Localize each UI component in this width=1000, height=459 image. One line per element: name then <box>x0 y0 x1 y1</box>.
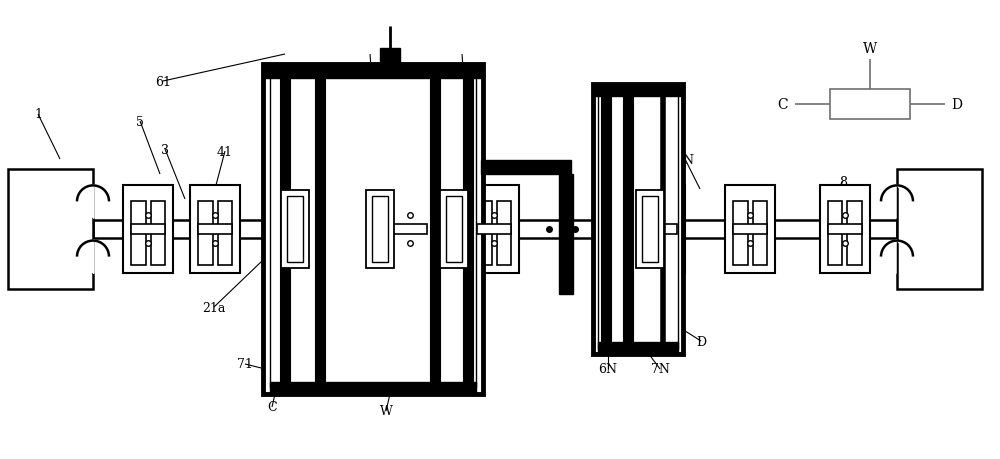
Bar <box>446 196 462 263</box>
Text: 3: 3 <box>161 143 169 156</box>
Bar <box>287 196 303 263</box>
Polygon shape <box>881 240 913 274</box>
Bar <box>372 196 388 263</box>
Bar <box>131 225 165 234</box>
Text: 1: 1 <box>34 108 42 121</box>
Text: 42: 42 <box>380 146 396 159</box>
Text: 2Na: 2Na <box>601 301 627 314</box>
Bar <box>198 202 213 265</box>
Polygon shape <box>881 185 913 219</box>
Bar <box>753 202 767 265</box>
Bar <box>828 225 862 234</box>
Bar <box>263 65 483 79</box>
Text: 8: 8 <box>839 175 847 188</box>
Bar <box>643 202 658 265</box>
Bar <box>477 202 492 265</box>
Text: 62: 62 <box>364 75 380 88</box>
Bar <box>598 342 678 354</box>
Text: D: D <box>696 335 706 348</box>
Bar <box>733 225 767 234</box>
Bar <box>281 190 309 269</box>
Bar <box>593 85 683 354</box>
Bar <box>469 185 519 274</box>
Text: 4N: 4N <box>676 153 694 166</box>
Text: W: W <box>863 42 877 56</box>
Bar <box>643 225 677 234</box>
Bar <box>270 382 476 394</box>
Text: 21a: 21a <box>202 301 226 314</box>
Bar <box>433 185 488 274</box>
Text: 5: 5 <box>136 115 144 128</box>
Bar <box>393 225 427 234</box>
Text: 21b: 21b <box>299 301 323 314</box>
Text: 6N: 6N <box>598 363 618 375</box>
Polygon shape <box>77 185 109 219</box>
Bar <box>662 202 677 265</box>
Text: C: C <box>778 98 788 112</box>
Bar <box>123 185 173 274</box>
Bar <box>828 202 842 265</box>
Bar <box>270 72 476 387</box>
Bar <box>151 202 165 265</box>
Text: 41: 41 <box>217 145 233 158</box>
Text: 92: 92 <box>388 243 404 256</box>
Bar <box>897 170 982 289</box>
Text: D: D <box>951 98 962 112</box>
Bar <box>830 90 910 120</box>
Bar <box>636 190 664 269</box>
Bar <box>635 185 685 274</box>
Polygon shape <box>77 240 109 274</box>
Bar <box>393 202 408 265</box>
Bar <box>598 90 678 349</box>
Text: 2Nb: 2Nb <box>654 301 680 314</box>
Text: 22b: 22b <box>380 365 404 378</box>
Bar <box>820 185 870 274</box>
Text: 61: 61 <box>155 75 171 88</box>
Bar <box>496 202 511 265</box>
Bar <box>725 185 775 274</box>
Bar <box>198 225 232 234</box>
Bar <box>366 190 394 269</box>
Bar <box>93 220 897 239</box>
Bar <box>559 174 573 294</box>
Bar <box>385 185 435 274</box>
Bar <box>642 196 658 263</box>
Bar <box>380 49 400 65</box>
Bar <box>131 202 146 265</box>
Text: 9N: 9N <box>656 301 674 314</box>
Text: 7N: 7N <box>651 363 669 375</box>
Bar <box>847 202 862 265</box>
Text: 71: 71 <box>237 358 253 371</box>
Bar <box>190 185 240 274</box>
Text: W: W <box>380 405 392 418</box>
Bar <box>477 225 511 234</box>
Bar <box>481 161 571 174</box>
Bar <box>8 170 93 289</box>
Bar <box>218 202 232 265</box>
Bar <box>440 190 468 269</box>
Text: 72: 72 <box>456 75 472 88</box>
Bar <box>263 185 318 274</box>
Text: 91: 91 <box>328 243 344 256</box>
Bar <box>413 202 427 265</box>
Bar <box>593 85 683 97</box>
Text: 22a: 22a <box>427 301 451 314</box>
Bar <box>733 202 748 265</box>
Text: C: C <box>267 401 277 414</box>
Bar <box>593 185 648 274</box>
Bar <box>263 65 483 394</box>
